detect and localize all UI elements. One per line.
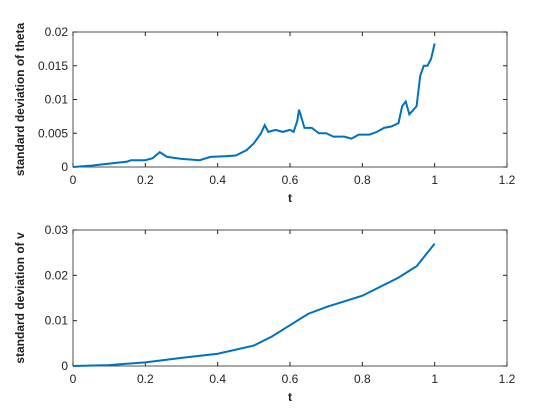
y-tick-label: 0	[61, 359, 68, 373]
y-tick-label: 0.005	[38, 126, 68, 140]
y-axis-label: standard deviation of v	[13, 232, 27, 364]
axes-box	[72, 31, 508, 168]
y-tick-label: 0.02	[45, 25, 69, 39]
axes-box	[72, 229, 508, 367]
x-tick-label: 0.6	[282, 173, 299, 187]
y-tick-label: 0.015	[38, 59, 68, 73]
y-tick-label: 0.01	[45, 93, 69, 107]
data-line	[72, 43, 436, 168]
x-tick-label: 0.2	[137, 372, 154, 386]
x-tick-label: 0.4	[209, 173, 226, 187]
x-tick-label: 0.6	[282, 372, 299, 386]
x-tick-label: 1	[431, 372, 438, 386]
x-tick-label: 0	[70, 372, 77, 386]
x-tick-label: 0.4	[209, 372, 226, 386]
x-tick-label: 0.8	[354, 372, 371, 386]
x-tick-label: 0	[70, 173, 77, 187]
x-tick-label: 1	[431, 173, 438, 187]
x-axis-label: t	[288, 191, 292, 205]
x-tick-label: 1.2	[499, 173, 516, 187]
y-tick-label: 0.02	[45, 268, 69, 282]
x-axis-label: t	[288, 390, 292, 404]
y-tick-label: 0.01	[45, 314, 69, 328]
y-tick-label: 0.03	[45, 223, 69, 237]
x-tick-label: 0.8	[354, 173, 371, 187]
y-tick-label: 0	[61, 160, 68, 174]
x-tick-label: 0.2	[137, 173, 154, 187]
y-axis-label: standard deviation of theta	[13, 23, 27, 177]
x-tick-label: 1.2	[499, 372, 516, 386]
data-line	[72, 242, 436, 367]
